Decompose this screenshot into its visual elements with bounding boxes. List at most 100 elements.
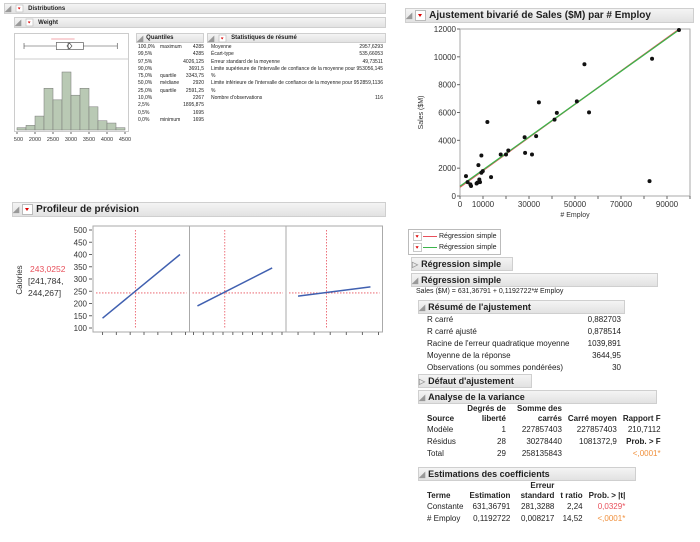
y-tick-label: 12000 — [434, 25, 457, 34]
table-row: Total 29 258135843 <,0001* — [424, 448, 664, 460]
estimates-title: Estimations des coefficients — [428, 469, 550, 479]
disclosure-icon[interactable]: ◢ — [13, 205, 20, 214]
disclosure-icon[interactable]: ◢ — [208, 33, 215, 43]
table-cell: 1039,891 — [587, 339, 621, 348]
quantile-cell: quartile — [160, 87, 177, 94]
summary-label: Erreur standard de la moyenne — [211, 58, 280, 65]
summary-row: Moyenne 2957,6293 — [211, 44, 383, 51]
x-tick-label: 3500 — [83, 137, 95, 143]
fit-line — [459, 28, 681, 187]
fit-legend: Régression simple Régression simple — [408, 229, 501, 255]
data-point — [554, 110, 559, 115]
red-triangle-menu-icon[interactable] — [22, 204, 34, 215]
red-triangle-menu-icon[interactable] — [218, 34, 227, 42]
x-tick-label: 10 — [126, 337, 135, 338]
quantile-cell: maximum — [160, 44, 182, 50]
summary-stats-table: Moyenne 2957,6293 Écart-type 535,66053 Erreu… — [211, 44, 383, 102]
quantile-cell: 1695 — [192, 109, 204, 116]
table-cell: 28 — [497, 437, 506, 446]
profiler-header[interactable]: ◢ Profileur de prévision — [12, 202, 386, 217]
disclosure-icon[interactable]: ◢ — [419, 469, 426, 479]
data-point — [534, 134, 539, 139]
expand-icon[interactable]: ▷ — [412, 259, 419, 269]
x-tick-label: 2 — [310, 337, 319, 338]
red-triangle-menu-icon[interactable] — [15, 4, 24, 13]
data-point — [506, 148, 511, 153]
distributions-header[interactable]: ◢ Distributions — [4, 3, 386, 14]
data-point — [465, 180, 470, 185]
summary-row: Erreur standard de la moyenne 49,73511 — [211, 59, 383, 66]
mean-diamond — [66, 42, 73, 50]
quantile-cell: 1895,875 — [183, 102, 204, 109]
fit-summary-header[interactable]: ◢ Résumé de l'ajustement — [418, 300, 625, 314]
quantile-cell: 50,0% — [138, 80, 153, 87]
regression-collapsed-header[interactable]: ▷ Régression simple — [411, 257, 513, 271]
red-triangle-menu-icon[interactable] — [413, 243, 422, 252]
table-cell: Observations (ou sommes pondérées) — [427, 363, 564, 372]
table-cell — [565, 448, 620, 460]
summary-value: 3056,145 — [362, 65, 383, 72]
table-header-row: Terme Estimation Erreur standard t ratio Pro… — [424, 481, 628, 501]
regression-title: Régression simple — [421, 275, 502, 285]
quantile-cell: 3343,75 — [185, 73, 204, 80]
data-point — [489, 175, 494, 180]
bivariate-scatter-plot: 0 2000 4000 6000 8000 10000 12000 0 10000 30000 50… — [418, 25, 691, 219]
bivariate-header[interactable]: ◢ Ajustement bivarié de Sales ($M) par # … — [405, 8, 694, 23]
y-tick-label: 500 — [74, 226, 88, 235]
disclosure-icon[interactable]: ◢ — [5, 4, 12, 13]
x-tick-label: 6 — [342, 337, 351, 338]
table-row: Constante 631,36791 281,3288 2,24 0,0329* — [424, 501, 628, 513]
data-point — [479, 153, 484, 158]
quantile-cell — [160, 51, 182, 58]
quantile-row: 0,5% 1695 — [138, 110, 204, 117]
red-triangle-menu-icon[interactable] — [415, 10, 427, 21]
response-label: Calories — [15, 265, 24, 294]
variable-title: Weight — [38, 19, 59, 26]
fit-summary-title: Résumé de l'ajustement — [428, 302, 531, 312]
disclosure-icon[interactable]: ◢ — [137, 33, 144, 43]
x-tick-label: 30 — [182, 337, 191, 338]
weight-header[interactable]: ◢ Weight — [14, 17, 386, 28]
disclosure-icon[interactable]: ◢ — [406, 11, 413, 20]
table-row: R carré 0,882703 — [424, 314, 624, 326]
quantile-cell: 25,0% — [138, 87, 153, 94]
prediction-trace — [197, 267, 273, 307]
disclosure-icon[interactable]: ◢ — [419, 392, 426, 402]
x-tick-label: 0 — [458, 200, 463, 209]
quantile-cell: 97,5% — [138, 58, 153, 65]
table-cell: 631,36791 — [472, 502, 511, 511]
x-tick-label: 5 — [112, 337, 121, 338]
x-tick-label: 3000 — [65, 137, 77, 143]
histogram-bar — [79, 87, 90, 131]
table-cell: Constante — [427, 502, 464, 511]
disclosure-icon[interactable]: ◢ — [15, 18, 22, 27]
quantiles-header[interactable]: ◢ Quantiles — [136, 33, 204, 43]
anova-header[interactable]: ◢ Analyse de la variance — [418, 390, 657, 404]
table-cell: 0,882703 — [587, 315, 621, 324]
red-triangle-menu-icon[interactable] — [413, 232, 422, 241]
expand-icon[interactable]: ▷ — [419, 376, 426, 386]
table-row: Résidus 28 30278440 1081372,9 Prob. > F — [424, 436, 664, 448]
anova-title: Analyse de la variance — [428, 392, 525, 402]
lack-of-fit-header[interactable]: ▷ Défaut d'ajustement — [418, 374, 532, 388]
histogram-bar — [97, 120, 108, 131]
regression-header[interactable]: ◢ Régression simple — [411, 273, 658, 287]
summary-stats-header[interactable]: ◢ Statistiques de résumé — [207, 33, 386, 43]
red-triangle-menu-icon[interactable] — [25, 18, 34, 27]
x-tick-label: 1500 — [14, 137, 23, 143]
disclosure-icon[interactable]: ◢ — [412, 275, 419, 285]
table-cell: 0,0329* — [597, 502, 626, 511]
estimates-header[interactable]: ◢ Estimations des coefficients — [418, 467, 636, 481]
x-tick-label: 50 — [258, 337, 267, 338]
table-cell: 30 — [612, 363, 621, 372]
summary-row: Limite inférieure de l'intervalle de con… — [211, 80, 383, 95]
factor-panel — [285, 225, 383, 333]
summary-value: 116 — [375, 95, 383, 102]
disclosure-icon[interactable]: ◢ — [419, 302, 426, 312]
quantile-cell: 0,5% — [138, 109, 150, 116]
column-header: Prob. > |t| — [588, 491, 626, 500]
table-cell: Résidus — [427, 437, 456, 446]
x-tick-label: 35 — [229, 337, 238, 338]
x-tick-label: 70000 — [610, 200, 633, 209]
quantile-cell — [160, 66, 182, 73]
